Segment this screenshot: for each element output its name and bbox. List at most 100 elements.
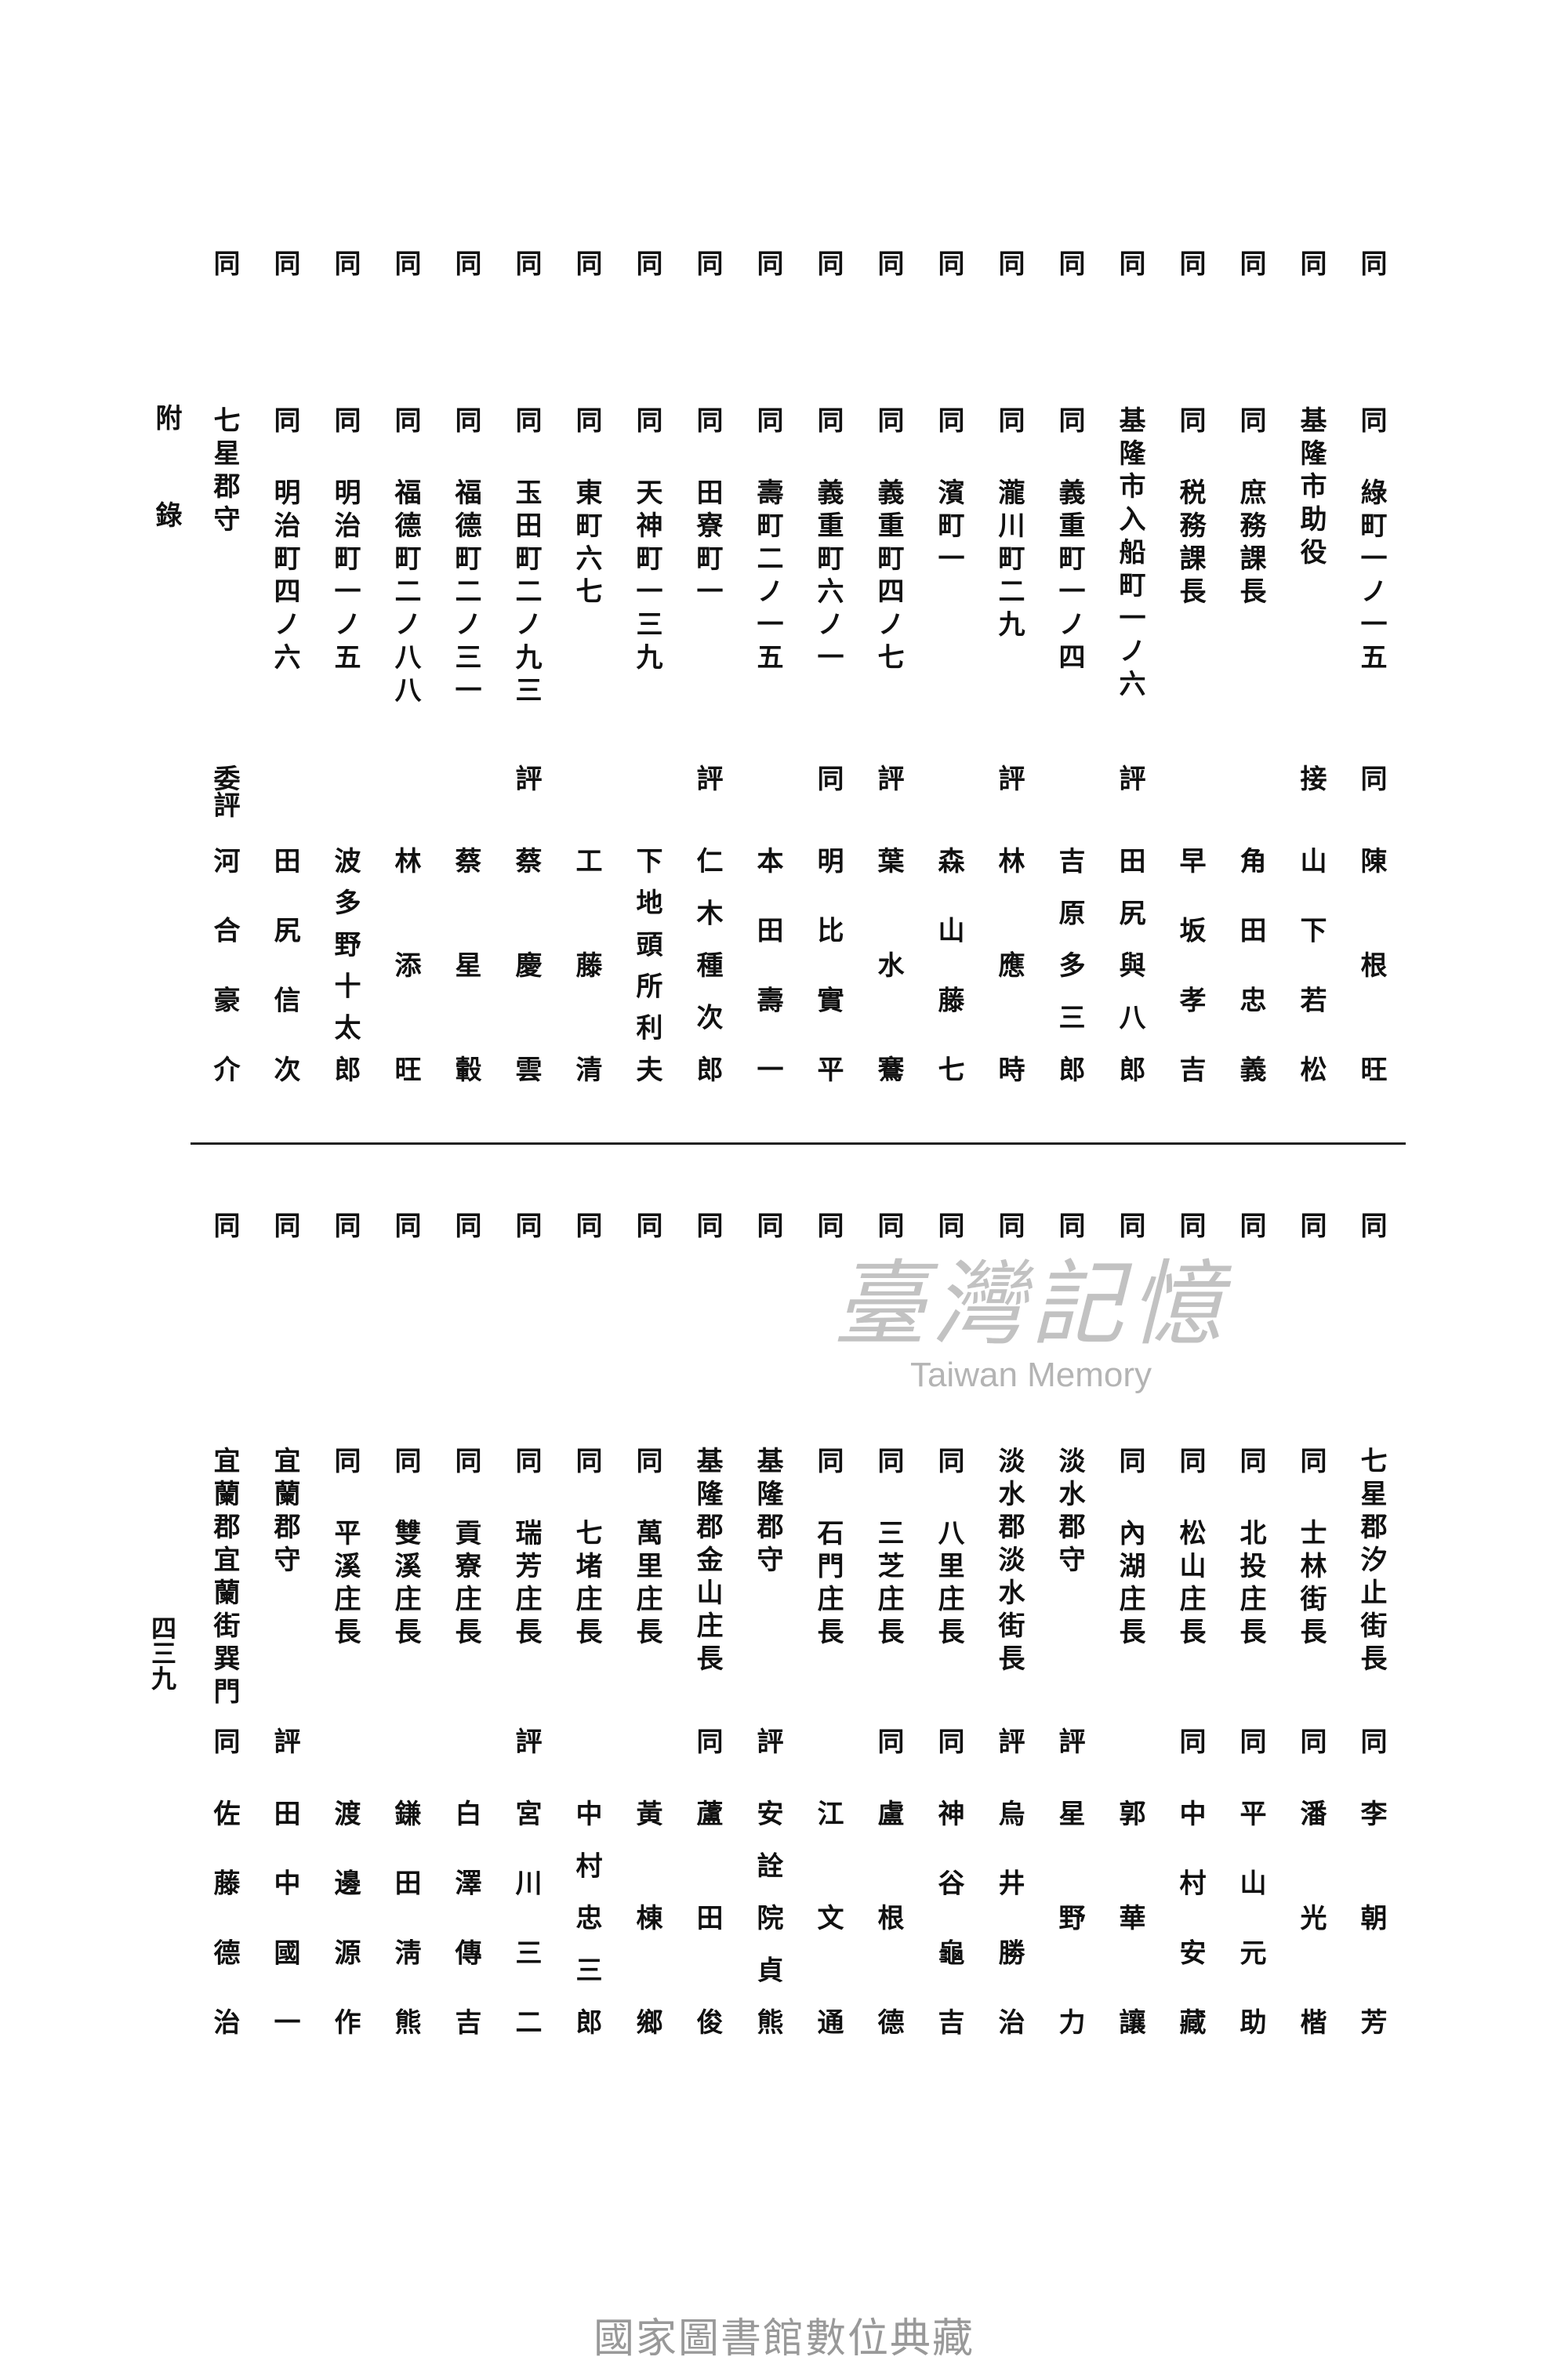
entry-place: 税務課長 bbox=[1174, 478, 1206, 610]
entry-name: 星野力 bbox=[1054, 1799, 1085, 2112]
ditto-mark: 同 bbox=[631, 1211, 662, 1238]
ditto-mark: 同 bbox=[993, 249, 1025, 276]
entry-mark: 評 bbox=[873, 764, 904, 791]
ditto-mark: 同 bbox=[812, 249, 844, 276]
ditto-prefix: 同 bbox=[329, 1447, 361, 1473]
ditto-mark: 同 bbox=[269, 1211, 300, 1238]
entry-place: 平溪庄長 bbox=[329, 1519, 361, 1650]
ditto-prefix: 同 bbox=[1235, 1447, 1266, 1473]
entry-mark: 同 bbox=[873, 1727, 904, 1754]
entry-place: 石門庄長 bbox=[812, 1519, 844, 1650]
ditto-prefix: 同 bbox=[390, 1447, 421, 1473]
entry-mark: 評 bbox=[1054, 1727, 1085, 1754]
ditto-mark: 同 bbox=[1174, 249, 1206, 276]
ditto-mark: 同 bbox=[752, 249, 783, 276]
entry-name: 李朝芳 bbox=[1356, 1799, 1387, 2112]
ditto-prefix: 同 bbox=[691, 406, 723, 433]
watermark-logo: 臺灣記憶 Taiwan Memory bbox=[780, 1253, 1282, 1410]
entry-mark: 同 bbox=[691, 1727, 723, 1754]
entry-place: 義重町四ノ七 bbox=[873, 478, 904, 676]
ditto-mark: 同 bbox=[1295, 249, 1327, 276]
entry-name: 安詮院貞熊 bbox=[752, 1799, 783, 2061]
ditto-mark: 同 bbox=[1356, 249, 1387, 276]
entry-name: 工藤清 bbox=[571, 847, 602, 1160]
ditto-mark: 同 bbox=[631, 249, 662, 276]
ditto-prefix: 同 bbox=[993, 406, 1025, 433]
entry-mark: 同 bbox=[933, 1727, 964, 1754]
entry-mark: 評 bbox=[510, 1727, 542, 1754]
entry-name: 佐藤德治 bbox=[209, 1799, 240, 2078]
ditto-prefix: 同 bbox=[450, 406, 481, 433]
entry-place: 義重町一ノ四 bbox=[1054, 478, 1085, 676]
ditto-prefix: 同 bbox=[1174, 1447, 1206, 1473]
entry-place: 綠町一ノ一五 bbox=[1356, 478, 1387, 676]
entry-mark: 評 bbox=[1114, 764, 1145, 791]
entry-place: 萬里庄長 bbox=[631, 1519, 662, 1650]
entry-place: 七星郡守 bbox=[209, 406, 240, 538]
entry-place: 淡水郡守 bbox=[1054, 1447, 1085, 1578]
entry-name: 神谷龜吉 bbox=[933, 1799, 964, 2078]
entry-mark: 評 bbox=[269, 1727, 300, 1754]
footer-credit: 國家圖書館數位典藏 bbox=[593, 2315, 975, 2362]
entry-place: 基隆郡金山庄長 bbox=[691, 1447, 723, 1677]
entry-name: 中村忠三郎 bbox=[571, 1799, 602, 2061]
entry-name: 本田壽一 bbox=[752, 847, 783, 1125]
entry-name: 田尻信次 bbox=[269, 847, 300, 1125]
ditto-prefix: 同 bbox=[571, 1447, 602, 1473]
ditto-mark: 同 bbox=[752, 1211, 783, 1238]
ditto-mark: 同 bbox=[691, 1211, 723, 1238]
entry-name: 陳根旺 bbox=[1356, 847, 1387, 1160]
ditto-prefix: 同 bbox=[510, 1447, 542, 1473]
ditto-mark: 同 bbox=[1356, 1211, 1387, 1238]
ditto-mark: 同 bbox=[933, 1211, 964, 1238]
entry-mark: 同 bbox=[1235, 1727, 1266, 1754]
entry-name: 森山藤七 bbox=[933, 847, 964, 1125]
ditto-prefix: 同 bbox=[1174, 406, 1206, 433]
ditto-prefix: 同 bbox=[933, 406, 964, 433]
entry-name: 郭華讓 bbox=[1114, 1799, 1145, 2112]
entry-name: 吉原多三郎 bbox=[1054, 847, 1085, 1108]
ditto-mark: 同 bbox=[571, 1211, 602, 1238]
ditto-prefix: 同 bbox=[390, 406, 421, 433]
ditto-mark: 同 bbox=[329, 249, 361, 276]
ditto-mark: 同 bbox=[390, 249, 421, 276]
entry-name: 蔡星轂 bbox=[450, 847, 481, 1160]
entry-mark: 接 bbox=[1295, 764, 1327, 791]
entry-name: 盧根德 bbox=[873, 1799, 904, 2112]
ditto-mark: 同 bbox=[269, 249, 300, 276]
entry-mark: 同 bbox=[1356, 764, 1387, 791]
entry-place: 瑞芳庄長 bbox=[510, 1519, 542, 1650]
entry-name: 江文通 bbox=[812, 1799, 844, 2112]
ditto-mark: 同 bbox=[1174, 1211, 1206, 1238]
ditto-prefix: 同 bbox=[1356, 406, 1387, 433]
watermark-chinese: 臺灣記憶 bbox=[833, 1250, 1229, 1358]
entry-place: 基隆郡守 bbox=[752, 1447, 783, 1578]
entry-name: 仁木種次郎 bbox=[691, 847, 723, 1108]
ditto-mark: 同 bbox=[209, 249, 240, 276]
entry-place: 基隆市入船町一ノ六 bbox=[1114, 406, 1145, 703]
ditto-prefix: 同 bbox=[873, 1447, 904, 1473]
entry-name: 河合豪介 bbox=[209, 847, 240, 1125]
ditto-prefix: 同 bbox=[812, 406, 844, 433]
ditto-prefix: 同 bbox=[933, 1447, 964, 1473]
entry-place: 內湖庄長 bbox=[1114, 1519, 1145, 1650]
entry-mark: 同 bbox=[1295, 1727, 1327, 1754]
entry-name: 鎌田淸熊 bbox=[390, 1799, 421, 2078]
entry-place: 天神町一三九 bbox=[631, 478, 662, 676]
entry-place: 玉田町二ノ九三 bbox=[510, 478, 542, 709]
ditto-prefix: 同 bbox=[571, 406, 602, 433]
entry-mark: 評 bbox=[691, 764, 723, 791]
entry-place: 東町六七 bbox=[571, 478, 602, 610]
entry-place: 宜蘭郡守 bbox=[269, 1447, 300, 1578]
entry-name: 中村安藏 bbox=[1174, 1799, 1206, 2078]
entry-name: 山下若松 bbox=[1295, 847, 1327, 1125]
entry-place: 基隆市助役 bbox=[1295, 406, 1327, 571]
entry-name: 渡邊源作 bbox=[329, 1799, 361, 2078]
ditto-mark: 同 bbox=[510, 249, 542, 276]
ditto-prefix: 同 bbox=[1054, 406, 1085, 433]
entry-name: 林應時 bbox=[993, 847, 1025, 1160]
entry-mark: 評 bbox=[993, 1727, 1025, 1754]
ditto-mark: 同 bbox=[1114, 1211, 1145, 1238]
entry-place: 壽町二ノ一五 bbox=[752, 478, 783, 676]
entry-name: 明比實平 bbox=[812, 847, 844, 1125]
